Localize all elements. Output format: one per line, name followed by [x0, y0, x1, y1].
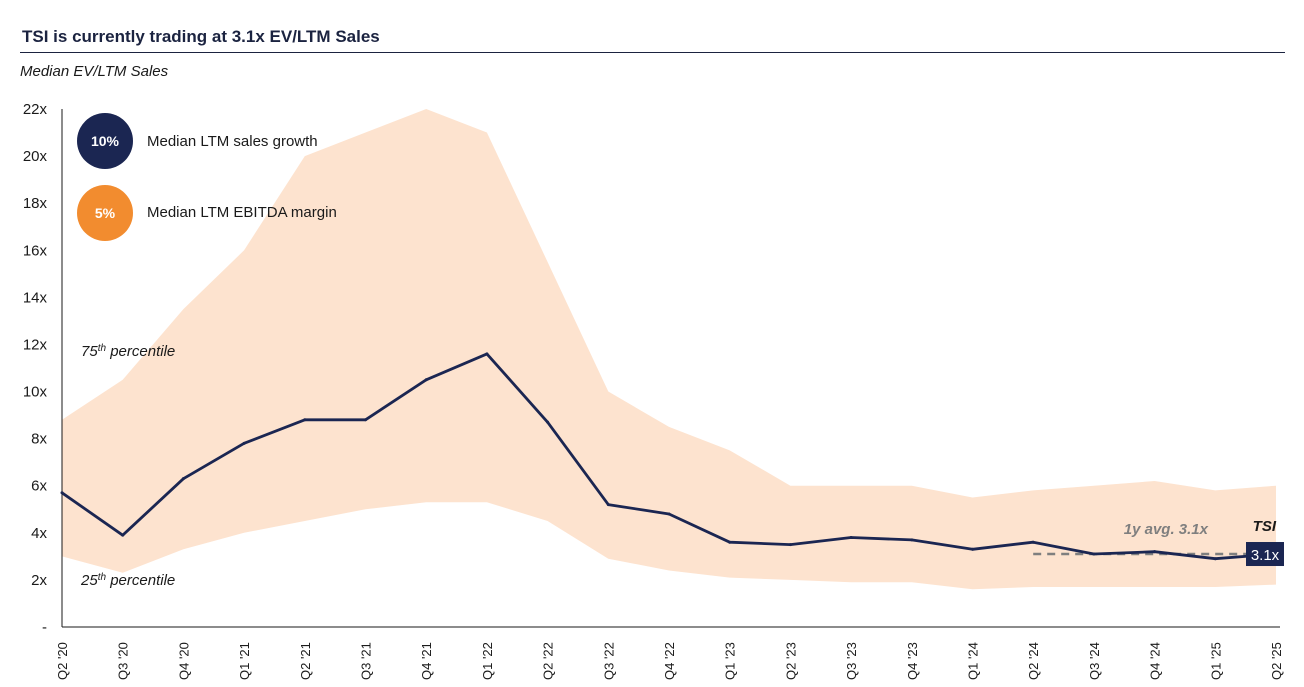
x-tick-label: Q3 '24	[1087, 642, 1102, 680]
sales-growth-label: Median LTM sales growth	[147, 133, 318, 150]
percentile-75-label-part: percentile	[106, 343, 175, 360]
data-point	[1031, 540, 1035, 544]
data-point	[788, 543, 792, 547]
percentile-band	[62, 109, 1276, 590]
x-tick-label: Q2 '20	[55, 642, 70, 680]
sales-growth-value: 10%	[90, 133, 120, 149]
y-tick-label: 20x	[23, 148, 48, 165]
x-tick-label: Q1 '24	[966, 642, 981, 680]
ebitda-margin-value: 5%	[94, 205, 116, 221]
series-label-tsi: TSI	[1253, 518, 1277, 535]
percentile-75-label-part: 75	[81, 343, 98, 360]
x-tick-label: Q4 '22	[662, 642, 677, 680]
x-tick-label: Q2 '21	[298, 642, 313, 680]
one-year-average-label: 1y avg. 3.1x	[1124, 521, 1209, 538]
title-divider	[20, 52, 1285, 53]
x-tick-label: Q3 '23	[844, 642, 859, 680]
chart-subtitle: Median EV/LTM Sales	[20, 63, 169, 80]
data-point	[606, 503, 610, 507]
x-tick-label: Q3 '22	[601, 642, 616, 680]
data-point	[364, 418, 367, 422]
data-point	[849, 536, 853, 540]
x-tick-label: Q1 '22	[480, 642, 495, 680]
x-tick-label: Q2 '22	[541, 642, 556, 680]
data-point	[667, 512, 671, 516]
x-tick-label: Q1 '23	[723, 642, 738, 680]
y-tick-label: 10x	[23, 384, 48, 401]
x-tick-label: Q2 '23	[783, 642, 798, 680]
data-point	[546, 420, 550, 424]
x-tick-label: Q1 '21	[237, 642, 252, 680]
y-tick-label: 14x	[23, 289, 48, 306]
x-tick-label: Q4 '21	[419, 642, 434, 680]
data-point	[728, 540, 732, 544]
data-point	[121, 533, 125, 537]
x-tick-label: Q3 '20	[116, 642, 131, 680]
chart-title: TSI is currently trading at 3.1x EV/LTM …	[22, 27, 380, 46]
data-point	[1092, 552, 1096, 556]
data-point	[1153, 550, 1157, 554]
percentile-25-label-part: th	[98, 572, 107, 583]
data-point	[971, 547, 974, 551]
x-tick-label: Q2 '24	[1026, 642, 1041, 680]
y-tick-label: 18x	[23, 195, 48, 212]
percentile-25-label: 25th percentile	[80, 572, 175, 590]
y-tick-label: 8x	[31, 431, 47, 448]
data-point	[1213, 557, 1217, 561]
data-point	[242, 441, 246, 445]
current-value-callout: 3.1x	[1251, 547, 1280, 564]
data-point	[181, 477, 185, 481]
sales-growth-badge: 10%	[77, 113, 133, 169]
y-tick-label: 4x	[31, 525, 47, 542]
percentile-25-label-part: 25	[80, 572, 98, 589]
x-tick-label: Q2 '25	[1269, 642, 1284, 680]
y-tick-label: -	[42, 619, 47, 636]
current-value-callout-box	[1246, 542, 1284, 567]
data-point	[424, 378, 428, 382]
ebitda-margin-label: Median LTM EBITDA margin	[147, 204, 337, 221]
x-tick-label: Q1 '25	[1208, 642, 1223, 680]
percentile-25-label-part: percentile	[106, 572, 175, 589]
percentile-75-label-part: th	[98, 343, 107, 354]
data-point	[910, 538, 914, 542]
data-point	[60, 491, 64, 495]
data-point	[303, 418, 307, 422]
ebitda-margin-badge: 5%	[77, 185, 133, 241]
x-tick-label: Q4 '24	[1148, 642, 1163, 680]
y-tick-label: 12x	[23, 336, 48, 353]
y-tick-label: 6x	[31, 478, 47, 495]
x-tick-label: Q3 '21	[359, 642, 374, 680]
y-tick-label: 2x	[31, 572, 47, 589]
x-tick-label: Q4 '23	[905, 642, 920, 680]
y-tick-label: 22x	[23, 101, 48, 118]
y-tick-label: 16x	[23, 242, 48, 259]
percentile-75-label: 75th percentile	[81, 343, 175, 361]
x-tick-label: Q4 '20	[176, 642, 191, 680]
data-point	[485, 352, 489, 356]
